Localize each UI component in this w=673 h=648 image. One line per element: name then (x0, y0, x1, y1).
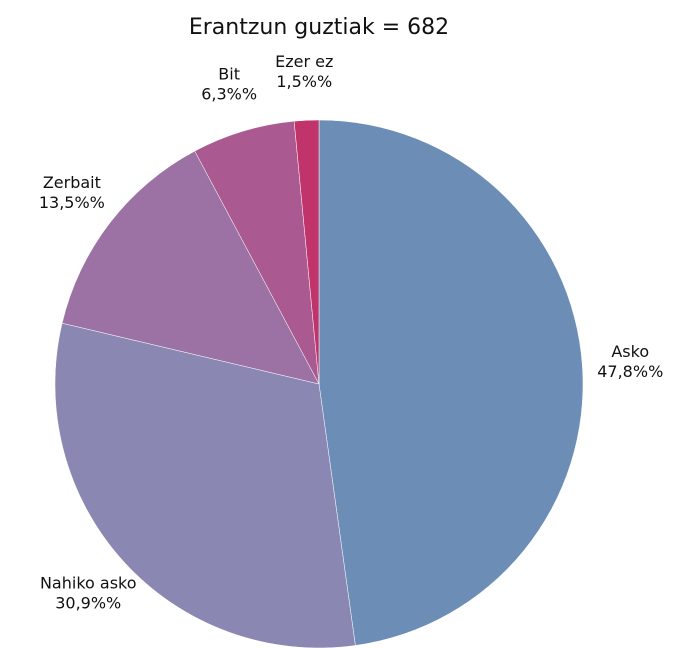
slice-label: Asko (611, 342, 649, 361)
slice-label: Zerbait (43, 173, 101, 192)
pie-slice (61, 150, 320, 385)
slice-label: Bit (218, 65, 240, 84)
slice-value-label: 6,3%% (201, 85, 257, 104)
pie-slice (318, 119, 584, 646)
slice-value-label: 47,8%% (597, 362, 663, 381)
slice-value-label: 13,5%% (39, 193, 105, 212)
slice-label: Ezer ez (275, 52, 333, 71)
pie-slice (54, 322, 356, 648)
slice-value-label: 30,9%% (55, 593, 121, 612)
slice-label: Nahiko asko (40, 573, 137, 592)
chart-title: Erantzun guztiak = 682 (189, 15, 449, 40)
slice-value-label: 1,5%% (276, 72, 332, 91)
pie-slice (293, 119, 320, 385)
